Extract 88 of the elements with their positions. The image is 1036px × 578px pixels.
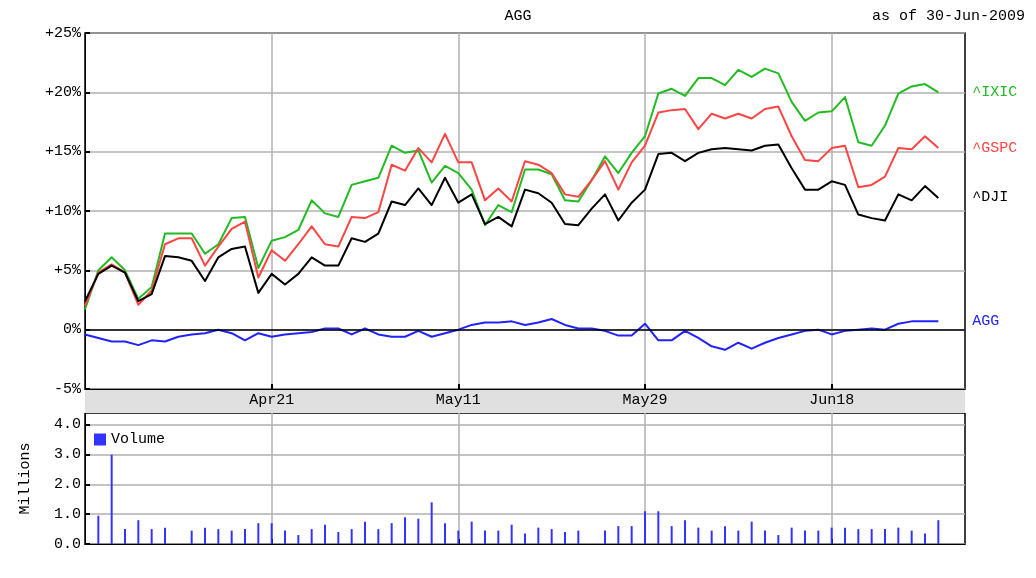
bar: [897, 527, 900, 544]
bar: [524, 533, 526, 544]
bar: [164, 527, 166, 544]
bar: [924, 533, 926, 544]
bar: [484, 530, 486, 544]
x-tick-label: May29: [622, 392, 668, 409]
bar: [630, 526, 633, 544]
y-tick-label: 0%: [62, 321, 82, 339]
bar: [310, 529, 313, 544]
bar: [337, 532, 340, 544]
bar: [604, 530, 606, 544]
bar: [724, 526, 726, 544]
y-tick-label: +5%: [53, 261, 82, 279]
bar: [150, 529, 153, 544]
bar: [244, 529, 246, 544]
text: AGG: [972, 312, 1000, 330]
bar: [137, 520, 140, 544]
bar: [444, 523, 446, 544]
bar: [764, 530, 766, 544]
line-series: [84, 317, 940, 351]
bar: [217, 529, 220, 544]
bar: [857, 529, 860, 544]
bar: [870, 529, 873, 544]
bar: [564, 532, 566, 544]
y-tick-label: 4.0: [53, 416, 81, 434]
y-tick-label: -5%: [53, 380, 82, 398]
bar: [790, 527, 793, 544]
text: ^IXIC: [972, 83, 1018, 101]
bar: [350, 529, 353, 544]
bar: [270, 523, 273, 544]
bar: [644, 511, 646, 544]
bar: [537, 527, 540, 544]
bar: [670, 526, 673, 544]
bar: [364, 521, 366, 544]
y-tick-label: 2.0: [53, 475, 81, 493]
bar: [190, 530, 193, 544]
y-tick-label: +20%: [44, 83, 82, 101]
bar: [110, 454, 113, 544]
bar: [750, 521, 753, 544]
bar: [457, 530, 460, 544]
y-axis-title: Millions: [17, 442, 34, 515]
bar: [297, 535, 300, 544]
bar: [230, 530, 233, 544]
bar: [710, 530, 713, 544]
bar: [324, 524, 326, 544]
y-tick-label: 0.0: [53, 535, 81, 553]
y-tick-label: 1.0: [53, 505, 81, 523]
bar: [470, 521, 473, 544]
y-tick-label: +10%: [44, 202, 82, 220]
bar: [550, 529, 553, 544]
bar: [844, 527, 846, 544]
bar: [430, 502, 433, 544]
bar: [817, 530, 820, 544]
bar: [830, 527, 833, 544]
bar: [804, 530, 806, 544]
x-tick-label: May11: [435, 392, 481, 409]
bar: [617, 526, 620, 544]
text: ^DJI: [972, 189, 1009, 207]
bar: [910, 530, 913, 544]
x-tick-label: Jun18: [809, 392, 855, 409]
legend-label: Volume: [111, 431, 166, 448]
line-series: [84, 67, 940, 311]
bar: [497, 530, 500, 544]
chart-subtitle: as of 30-Jun-2009: [871, 8, 1026, 25]
bar: [684, 520, 686, 544]
y-tick-label: +25%: [44, 24, 82, 42]
bar: [257, 523, 260, 544]
bar: [404, 517, 406, 544]
bar: [657, 511, 660, 544]
bar: [204, 527, 206, 544]
y-tick-label: +15%: [44, 143, 82, 161]
text: ^GSPC: [972, 139, 1018, 157]
bar: [884, 529, 886, 544]
bar: [577, 530, 580, 544]
bar: [377, 529, 380, 544]
y-tick-label: 3.0: [53, 446, 81, 464]
bar: [390, 523, 393, 544]
bar: [937, 520, 940, 544]
bar: [124, 529, 126, 544]
bar: [417, 518, 420, 544]
line-series: [84, 105, 940, 307]
bar: [777, 535, 780, 544]
x-tick-label: Apr21: [249, 392, 295, 409]
bar: [697, 527, 700, 544]
bar: [737, 530, 740, 544]
bar: [97, 515, 100, 544]
bar: [284, 530, 286, 544]
chart-title: AGG: [504, 8, 532, 25]
